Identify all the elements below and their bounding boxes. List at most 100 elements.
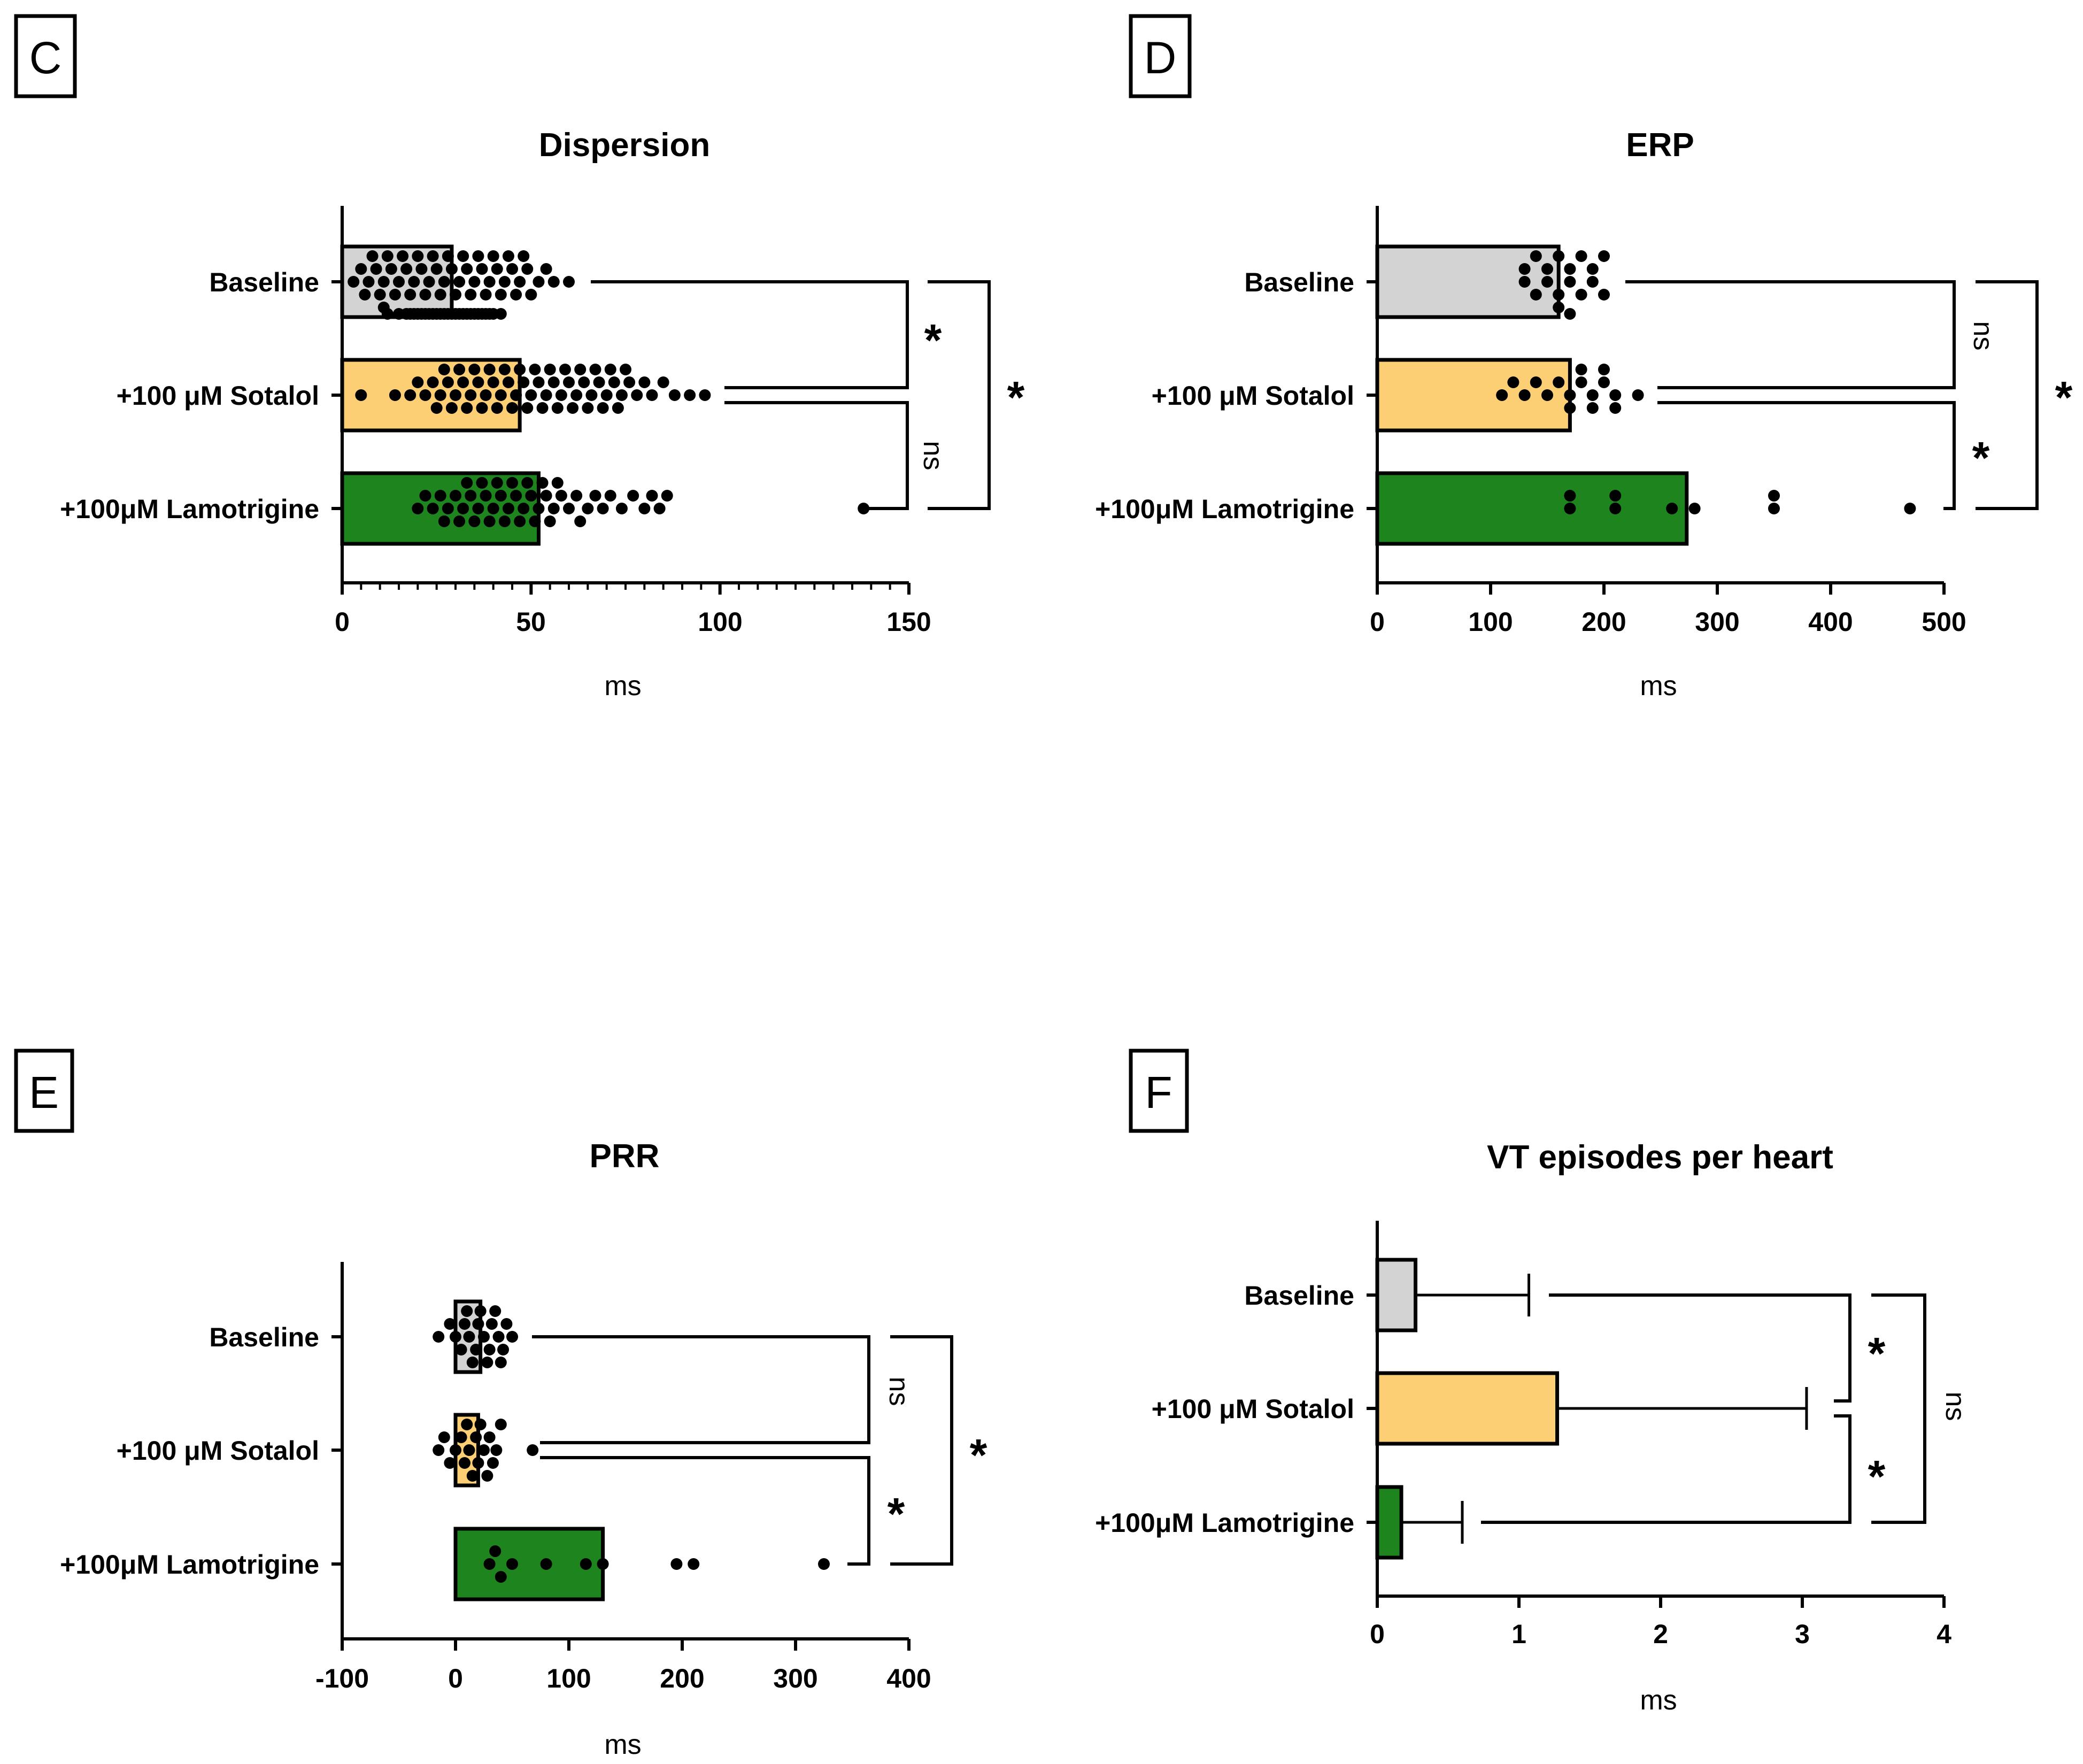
category-labels: Baseline +100 μM Sotalol +100μM Lamotrig… (60, 1322, 319, 1580)
chart-title: PRR (590, 1138, 660, 1175)
data-point (555, 389, 567, 401)
data-point (1518, 263, 1531, 275)
plot-area (331, 1262, 953, 1651)
data-point (468, 364, 481, 375)
panel-c: C Dispersion ms Baseline +100 μM Sotalol… (14, 14, 1025, 702)
tick-labels: 0 100 200 300 400 500 (1370, 607, 1966, 637)
data-point (1564, 263, 1576, 275)
data-point (646, 389, 658, 401)
data-point (1586, 263, 1599, 275)
data-point (533, 276, 545, 288)
data-point (458, 1457, 470, 1469)
bar (1375, 358, 1572, 433)
category-label: +100μM Lamotrigine (1095, 494, 1354, 524)
data-point (533, 503, 545, 514)
data-point (485, 1318, 498, 1330)
data-point (492, 1331, 505, 1343)
chart-title: VT episodes per heart (1487, 1139, 1833, 1176)
data-point (393, 276, 405, 288)
tick-label: 100 (546, 1663, 591, 1693)
significance-bracket (1481, 1414, 1851, 1524)
data-point (533, 376, 545, 388)
data-point (445, 402, 458, 414)
panel-label: D (1144, 33, 1177, 83)
significance-bracket (591, 280, 909, 389)
data-point (389, 389, 401, 401)
data-point (444, 1457, 456, 1469)
data-point (506, 1331, 518, 1343)
significance-label: * (888, 1489, 905, 1539)
data-point (529, 364, 541, 375)
data-point (582, 503, 594, 514)
category-labels: Baseline +100 μM Sotalol +100μM Lamotrig… (60, 267, 319, 524)
data-point (540, 389, 552, 401)
data-point (1553, 376, 1565, 388)
data-point (457, 250, 469, 262)
significance-labels: * ns * (917, 315, 1025, 470)
data-point (466, 1470, 479, 1482)
tick-label: 2 (1653, 1619, 1668, 1649)
data-point (612, 402, 624, 414)
data-point (1530, 289, 1542, 301)
category-labels: Baseline +100 μM Sotalol +100μM Lamotrig… (1095, 267, 1354, 524)
significance-label: ns (917, 441, 948, 471)
tick-label: 1 (1511, 1619, 1526, 1649)
data-point (366, 250, 379, 262)
data-point (559, 364, 571, 375)
category-label: Baseline (209, 267, 319, 297)
data-point (450, 389, 461, 401)
tick-label: 4 (1937, 1619, 1951, 1649)
data-point (481, 1357, 493, 1368)
data-point (472, 503, 484, 514)
data-point (1598, 250, 1610, 262)
tick-labels: 0 1 2 3 4 (1370, 1619, 1951, 1649)
significance-label: * (1868, 1451, 1886, 1501)
data-point (498, 364, 511, 375)
significance-bracket (724, 401, 909, 510)
tick-label: 500 (1922, 607, 1966, 637)
data-point (495, 1571, 507, 1583)
data-point (430, 402, 443, 414)
data-point (567, 402, 579, 414)
tick-labels: -100 0 100 200 300 400 (315, 1663, 931, 1693)
data-point (1904, 503, 1916, 514)
data-point (1518, 276, 1531, 288)
data-point (457, 376, 469, 388)
data-point (483, 276, 496, 288)
data-point (442, 250, 454, 262)
tick-label: 400 (1808, 607, 1853, 637)
significance-bracket (1625, 280, 1956, 389)
category-label: +100 μM Sotalol (117, 381, 319, 411)
significance-bracket (1657, 401, 1956, 510)
data-point (427, 376, 439, 388)
data-point (627, 490, 639, 502)
data-point (472, 1457, 484, 1469)
data-point (638, 376, 651, 388)
data-point (474, 1419, 487, 1430)
data-point (615, 503, 628, 514)
data-point (1609, 402, 1622, 414)
data-point (818, 1558, 830, 1570)
data-point (536, 477, 549, 489)
tick-label: 0 (1370, 607, 1385, 637)
data-point (476, 263, 488, 275)
data-point (1530, 376, 1542, 388)
data-point (1575, 250, 1587, 262)
data-point (506, 477, 518, 489)
data-point (489, 1305, 502, 1317)
data-point (408, 276, 420, 288)
data-point (1632, 389, 1644, 401)
data-point (551, 402, 564, 414)
data-point (514, 515, 526, 527)
axis-label-x: ms (604, 671, 641, 702)
data-point (1541, 276, 1553, 288)
data-point (348, 276, 360, 288)
data-point (578, 376, 590, 388)
panel-f: F VT episodes per heart ms Baseline +100… (1095, 1049, 1971, 1716)
data-point (434, 490, 446, 502)
data-point (468, 515, 481, 527)
data-point (438, 276, 450, 288)
data-point (597, 1558, 609, 1570)
data-point (582, 402, 594, 414)
data-point (450, 289, 461, 301)
